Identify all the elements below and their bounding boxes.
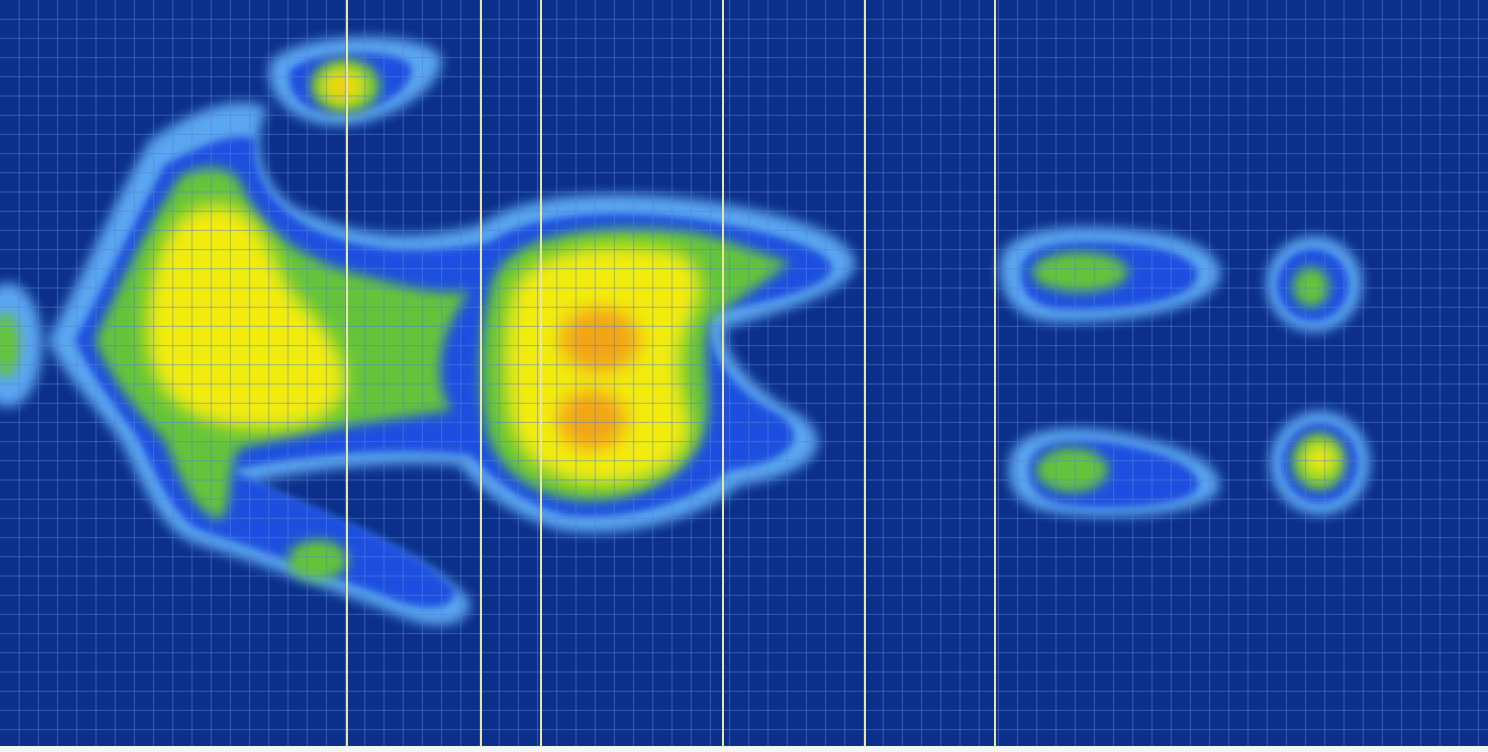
left-foot-yellow (1302, 442, 1338, 478)
upper-body-yellow (146, 204, 346, 430)
left-edge-green (0, 313, 20, 377)
section-lines (346, 0, 996, 746)
orange-layer (333, 81, 640, 450)
left-thigh-green (1036, 448, 1108, 492)
right-foot-green (1293, 267, 1329, 307)
bottom-edge (0, 746, 1488, 752)
left-edge-halo (0, 283, 42, 407)
left-arm-green (288, 540, 348, 580)
pelvis-core-upper (560, 308, 640, 372)
pelvis-core-lower (558, 390, 626, 450)
head-core (333, 81, 351, 95)
